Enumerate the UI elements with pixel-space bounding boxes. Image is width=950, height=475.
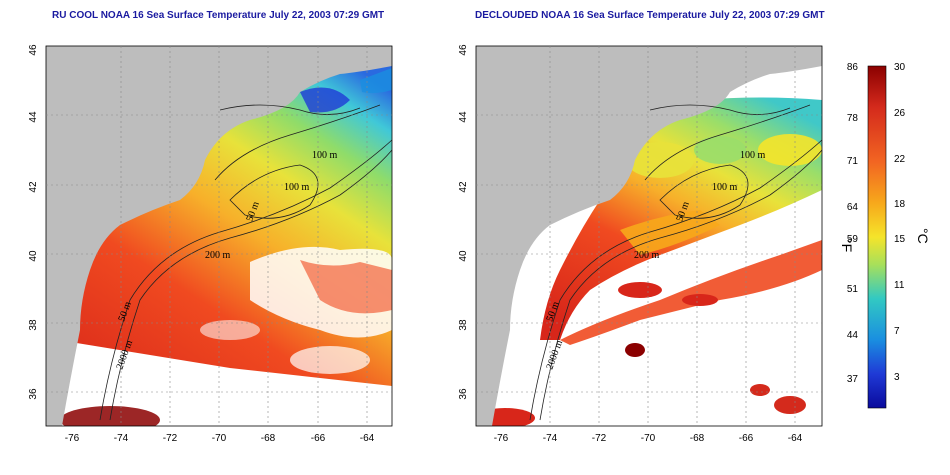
- right-panel-title: DECLOUDED NOAA 16 Sea Surface Temperatur…: [475, 10, 825, 21]
- lat-tick-label: 38: [458, 319, 469, 331]
- left-panel-title: RU COOL NOAA 16 Sea Surface Temperature …: [52, 10, 385, 21]
- celsius-tick-label: 7: [894, 326, 900, 337]
- celsius-tick-label: 11: [894, 280, 905, 291]
- left-contour-label: 100 m: [312, 150, 338, 161]
- lat-tick-label: 36: [28, 388, 39, 400]
- lat-tick-label: 42: [28, 181, 39, 193]
- celsius-tick-label: 22: [894, 154, 906, 165]
- temperature-colorbar: [867, 65, 887, 409]
- lat-tick-label: 38: [28, 319, 39, 331]
- right-lat-axis: 46 44 42 40 38 36: [458, 44, 469, 400]
- lon-tick-label: -72: [163, 433, 178, 444]
- lon-tick-label: -72: [592, 433, 607, 444]
- lon-tick-label: -64: [360, 433, 375, 444]
- left-bathymetry-contours: [99, 104, 392, 421]
- celsius-tick-label: 30: [894, 62, 906, 73]
- left-contour-label: 100 m: [284, 182, 310, 193]
- lat-tick-label: 46: [28, 44, 39, 56]
- celsius-unit-label: °C: [915, 228, 931, 244]
- right-lon-axis: -76 -74 -72 -70 -68 -66 -64: [494, 433, 803, 444]
- lon-tick-label: -70: [212, 433, 227, 444]
- lon-tick-label: -70: [641, 433, 656, 444]
- fahrenheit-tick-label: 86: [847, 62, 859, 73]
- lat-tick-label: 42: [458, 181, 469, 193]
- lat-tick-label: 40: [28, 250, 39, 262]
- celsius-tick-label: 15: [894, 234, 906, 245]
- right-map: [476, 46, 822, 426]
- lon-tick-label: -66: [311, 433, 326, 444]
- fahrenheit-tick-label: 37: [847, 374, 859, 385]
- lon-tick-label: -76: [65, 433, 80, 444]
- left-land: [46, 46, 392, 426]
- lat-tick-label: 40: [458, 250, 469, 262]
- lon-tick-label: -74: [543, 433, 558, 444]
- right-contour-label: 200 m: [634, 250, 660, 261]
- fahrenheit-tick-label: 44: [847, 330, 859, 341]
- left-map: [46, 46, 392, 426]
- lon-tick-label: -74: [114, 433, 129, 444]
- right-contour-label: 100 m: [740, 150, 766, 161]
- lat-tick-label: 46: [458, 44, 469, 56]
- right-contour-label: 100 m: [712, 182, 738, 193]
- celsius-tick-label: 26: [894, 108, 906, 119]
- lat-tick-label: 44: [458, 111, 469, 123]
- lat-tick-label: 36: [458, 388, 469, 400]
- lon-tick-label: -76: [494, 433, 509, 444]
- colorbar-celsius-ticks: 30 26 22 18 15 11 7 3: [894, 62, 906, 383]
- celsius-tick-label: 3: [894, 372, 900, 383]
- colorbar-fahrenheit-ticks: 86 78 71 64 59 51 44 37: [847, 62, 859, 385]
- left-lat-axis: 46 44 42 40 38 36: [28, 44, 39, 400]
- left-grid: [46, 46, 392, 426]
- right-grid: [476, 46, 822, 426]
- lon-tick-label: -68: [690, 433, 705, 444]
- fahrenheit-tick-label: 59: [847, 234, 859, 245]
- left-contour-label: 200 m: [205, 250, 231, 261]
- fahrenheit-tick-label: 64: [847, 202, 859, 213]
- lat-tick-label: 44: [28, 111, 39, 123]
- lon-tick-label: -64: [788, 433, 803, 444]
- left-lon-axis: -76 -74 -72 -70 -68 -66 -64: [65, 433, 375, 444]
- fahrenheit-tick-label: 51: [847, 284, 859, 295]
- fahrenheit-tick-label: 71: [847, 156, 859, 167]
- celsius-tick-label: 18: [894, 199, 906, 210]
- right-land: [476, 46, 822, 426]
- fahrenheit-tick-label: 78: [847, 113, 859, 124]
- lon-tick-label: -66: [739, 433, 754, 444]
- right-map-frame: [475, 45, 823, 427]
- lon-tick-label: -68: [261, 433, 276, 444]
- right-bathymetry-contours: [529, 104, 822, 421]
- fahrenheit-unit-label: °F: [839, 238, 855, 252]
